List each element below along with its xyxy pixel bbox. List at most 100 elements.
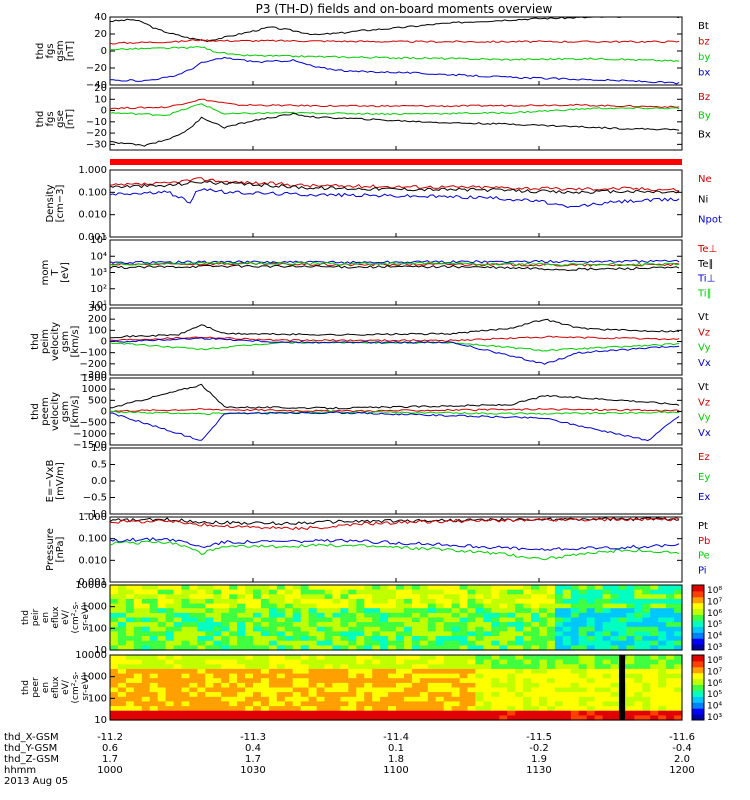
spectrogram-cell <box>531 585 540 591</box>
spectrogram-cell <box>483 640 492 646</box>
spectrogram-cell <box>268 706 278 712</box>
spectrogram-cell <box>229 603 238 609</box>
spectrogram-cell <box>594 682 604 689</box>
spectrogram-cell <box>507 682 516 689</box>
spectrogram-cell <box>372 598 381 605</box>
spectrogram-cell <box>674 701 683 707</box>
spectrogram-cell <box>491 612 500 619</box>
y-tick-label: −1.0 <box>83 509 107 520</box>
spectrogram-cell <box>372 692 381 698</box>
spectrogram-cell <box>332 636 341 642</box>
spectrogram-cell <box>499 692 508 698</box>
spectrogram-cell <box>650 594 659 600</box>
spectrogram-cell <box>515 622 524 628</box>
y-tick-label: 100 <box>88 623 107 634</box>
spectrogram-cell <box>515 678 524 684</box>
spectrogram-cell <box>546 598 556 605</box>
spectrogram-cell <box>356 715 365 721</box>
spectrogram-cell <box>110 636 119 642</box>
spectrogram-cell <box>419 710 429 716</box>
spectrogram-cell <box>634 589 643 595</box>
spectrogram-cell <box>324 668 333 675</box>
series-line-Vy <box>109 341 680 352</box>
spectrogram-cell <box>483 645 492 651</box>
y-axis-label: [km/s] <box>70 325 81 357</box>
spectrogram-cell <box>260 608 270 614</box>
spectrogram-cell <box>308 626 318 632</box>
y-tick-label: 10000 <box>75 650 107 661</box>
spectrogram-cell <box>562 696 572 702</box>
y-tick-label: 0 <box>101 407 107 418</box>
spectrogram-cell <box>197 678 206 684</box>
spectrogram-cell <box>610 645 619 651</box>
spectrogram-cell <box>110 612 119 619</box>
spectrogram-cell <box>610 706 619 712</box>
spectrogram-cell <box>523 631 532 637</box>
spectrogram-cell <box>531 701 540 707</box>
spectrogram-cell <box>443 608 453 614</box>
spectrogram-cell <box>125 706 135 712</box>
y-tick-label: 1.0 <box>91 443 107 454</box>
spectrogram-cell <box>586 608 596 614</box>
spectrogram-cell <box>197 645 206 651</box>
y-tick-label: 40 <box>94 12 107 23</box>
spectrogram-cell <box>467 612 476 619</box>
spectrogram-cell <box>221 640 230 646</box>
spectrogram-cell <box>141 696 151 702</box>
spectrogram-cell <box>674 622 683 628</box>
spectrogram-cell <box>658 692 667 698</box>
spectrogram-cell <box>157 645 167 651</box>
spectrogram-cell <box>221 631 230 637</box>
spectrogram-cell <box>594 701 604 707</box>
spectrogram-cell <box>578 585 588 591</box>
spectrogram-cell <box>348 682 357 689</box>
spectrogram-cell <box>451 678 461 684</box>
colorbar-segment <box>692 620 704 627</box>
spectrogram-cell <box>650 701 659 707</box>
spectrogram-cell <box>253 594 262 600</box>
spectrogram-cell <box>531 673 540 679</box>
spectrogram-cell <box>658 636 667 642</box>
spectrogram-cell <box>578 612 588 619</box>
spectrogram-cell <box>181 626 190 632</box>
spectrogram-cell <box>284 692 294 698</box>
spectrogram-cell <box>173 659 183 665</box>
spectrogram-cell <box>411 682 421 689</box>
spectrogram-cell <box>531 598 540 605</box>
spectrogram-cell <box>650 585 659 591</box>
spectrogram-cell <box>610 664 619 670</box>
spectrogram-cell <box>245 678 254 684</box>
spectrogram-cell <box>364 626 373 632</box>
spectrogram-cell <box>237 617 246 623</box>
spectrogram-cell <box>237 640 246 646</box>
spectrogram-cell <box>205 655 214 661</box>
y-tick-label: 0.100 <box>78 534 107 545</box>
spectrogram-cell <box>348 687 357 693</box>
spectrogram-cell <box>356 589 365 595</box>
spectrogram-cell <box>197 692 206 698</box>
spectrogram-cell <box>125 696 135 702</box>
spectrogram-cell <box>173 682 183 689</box>
spectrogram-cell <box>443 603 453 609</box>
spectrogram-cell <box>594 589 604 595</box>
spectrogram-cell <box>650 631 659 637</box>
spectrogram-cell <box>475 598 484 605</box>
spectrogram-cell <box>610 655 619 661</box>
spectrogram-cell <box>364 678 373 684</box>
spectrogram-cell <box>388 603 397 609</box>
spectrogram-cell <box>491 598 500 605</box>
spectrogram-cell <box>372 617 381 623</box>
spectrogram-cell <box>491 710 500 716</box>
spectrogram-cell <box>117 710 127 716</box>
spectrogram-cell <box>435 659 445 665</box>
spectrogram-cell <box>586 626 596 632</box>
spectrogram-cell <box>125 692 135 698</box>
spectrogram-cell <box>380 603 389 609</box>
spectrogram-cell <box>435 668 445 675</box>
spectrogram-cell <box>284 608 294 614</box>
spectrogram-cell <box>340 682 349 689</box>
spectrogram-cell <box>117 664 127 670</box>
series-line-bx <box>109 56 680 85</box>
spectrogram-cell <box>149 640 159 646</box>
spectrogram-cell <box>396 706 405 712</box>
